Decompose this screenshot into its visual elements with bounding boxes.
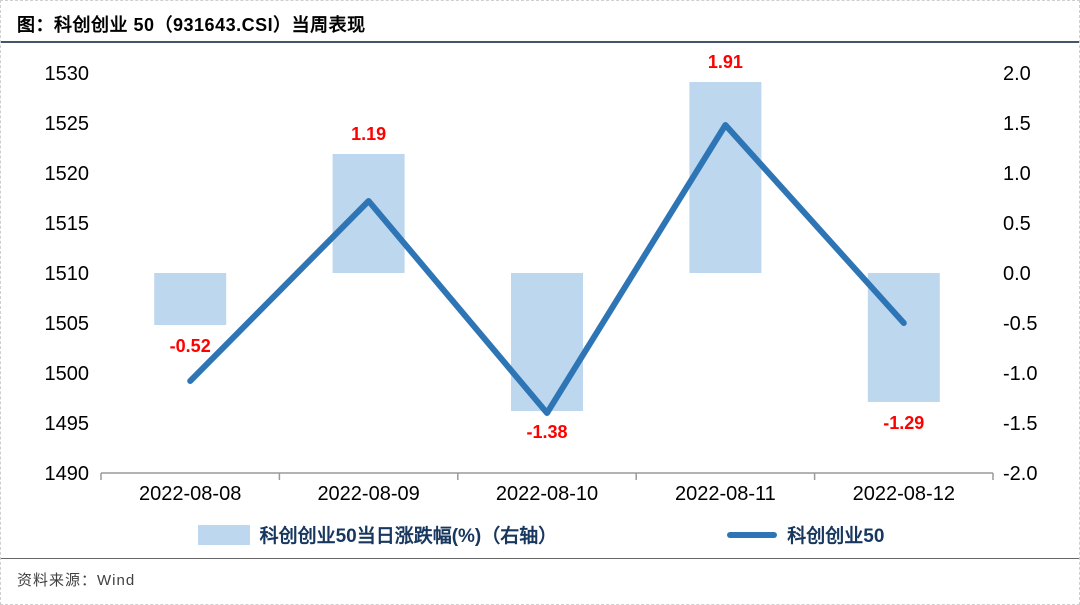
x-axis-label: 2022-08-09 — [317, 483, 419, 505]
right-axis-tick-label: -1.5 — [1003, 413, 1037, 435]
right-axis-tick-label: 0.5 — [1003, 213, 1031, 235]
legend-item-bar-series: 科创创业50当日涨跌幅(%)（右轴） — [197, 521, 558, 548]
left-axis-tick-label: 1510 — [45, 263, 90, 285]
right-axis-tick-label: -0.5 — [1003, 313, 1037, 335]
left-axis-tick-label: 1515 — [45, 213, 90, 235]
right-axis-tick-label: 2.0 — [1003, 63, 1031, 85]
x-axis-label: 2022-08-10 — [496, 483, 598, 505]
right-axis-tick-label: 1.5 — [1003, 113, 1031, 135]
bar-value-label: -1.29 — [883, 413, 924, 433]
bar-value-label: -1.38 — [526, 422, 567, 442]
left-axis-tick-label: 1525 — [45, 113, 90, 135]
bar — [332, 154, 405, 273]
source-note: 资料来源：Wind — [17, 572, 136, 589]
right-axis-tick-label: 1.0 — [1003, 163, 1031, 185]
bar-series-swatch-icon — [197, 524, 250, 545]
x-axis-label: 2022-08-08 — [139, 483, 241, 505]
line-series-swatch-icon — [727, 531, 778, 538]
chart-legend: 科创创业50当日涨跌幅(%)（右轴） 科创创业50 — [1, 521, 1079, 548]
legend-item-line-series: 科创创业50 — [727, 521, 884, 548]
chart-title: 图：科创创业 50（931643.CSI）当周表现 — [17, 15, 366, 35]
left-axis-tick-label: 1505 — [45, 313, 90, 335]
bar — [511, 273, 583, 411]
chart-canvas: 1530 1525 1520 1515 1510 1505 1500 1495 1490 2.0 1… — [45, 52, 1038, 505]
left-axis-tick-label: 1495 — [45, 413, 90, 435]
bar — [689, 82, 762, 273]
legend-label-line-series: 科创创业50 — [787, 526, 885, 547]
right-axis-tick-label: -2.0 — [1003, 463, 1037, 485]
bar-value-label: 1.91 — [708, 52, 743, 72]
title-divider — [1, 41, 1079, 43]
x-axis-label: 2022-08-11 — [675, 483, 776, 505]
left-axis-tick-label: 1490 — [45, 463, 90, 485]
right-axis-tick-label: 0.0 — [1003, 263, 1031, 285]
left-axis-tick-label: 1530 — [45, 63, 90, 85]
bar — [154, 273, 227, 325]
source-divider — [1, 558, 1079, 559]
right-axis-tick-label: -1.0 — [1003, 363, 1037, 385]
bar-value-label: 1.19 — [351, 124, 386, 144]
left-axis-tick-label: 1520 — [45, 163, 90, 185]
left-axis-tick-label: 1500 — [45, 363, 90, 385]
line-series — [187, 122, 907, 416]
legend-label-bar-series: 科创创业50当日涨跌幅(%)（右轴） — [259, 526, 558, 547]
x-axis-label: 2022-08-12 — [853, 483, 955, 505]
bar-value-label: -0.52 — [170, 336, 211, 356]
